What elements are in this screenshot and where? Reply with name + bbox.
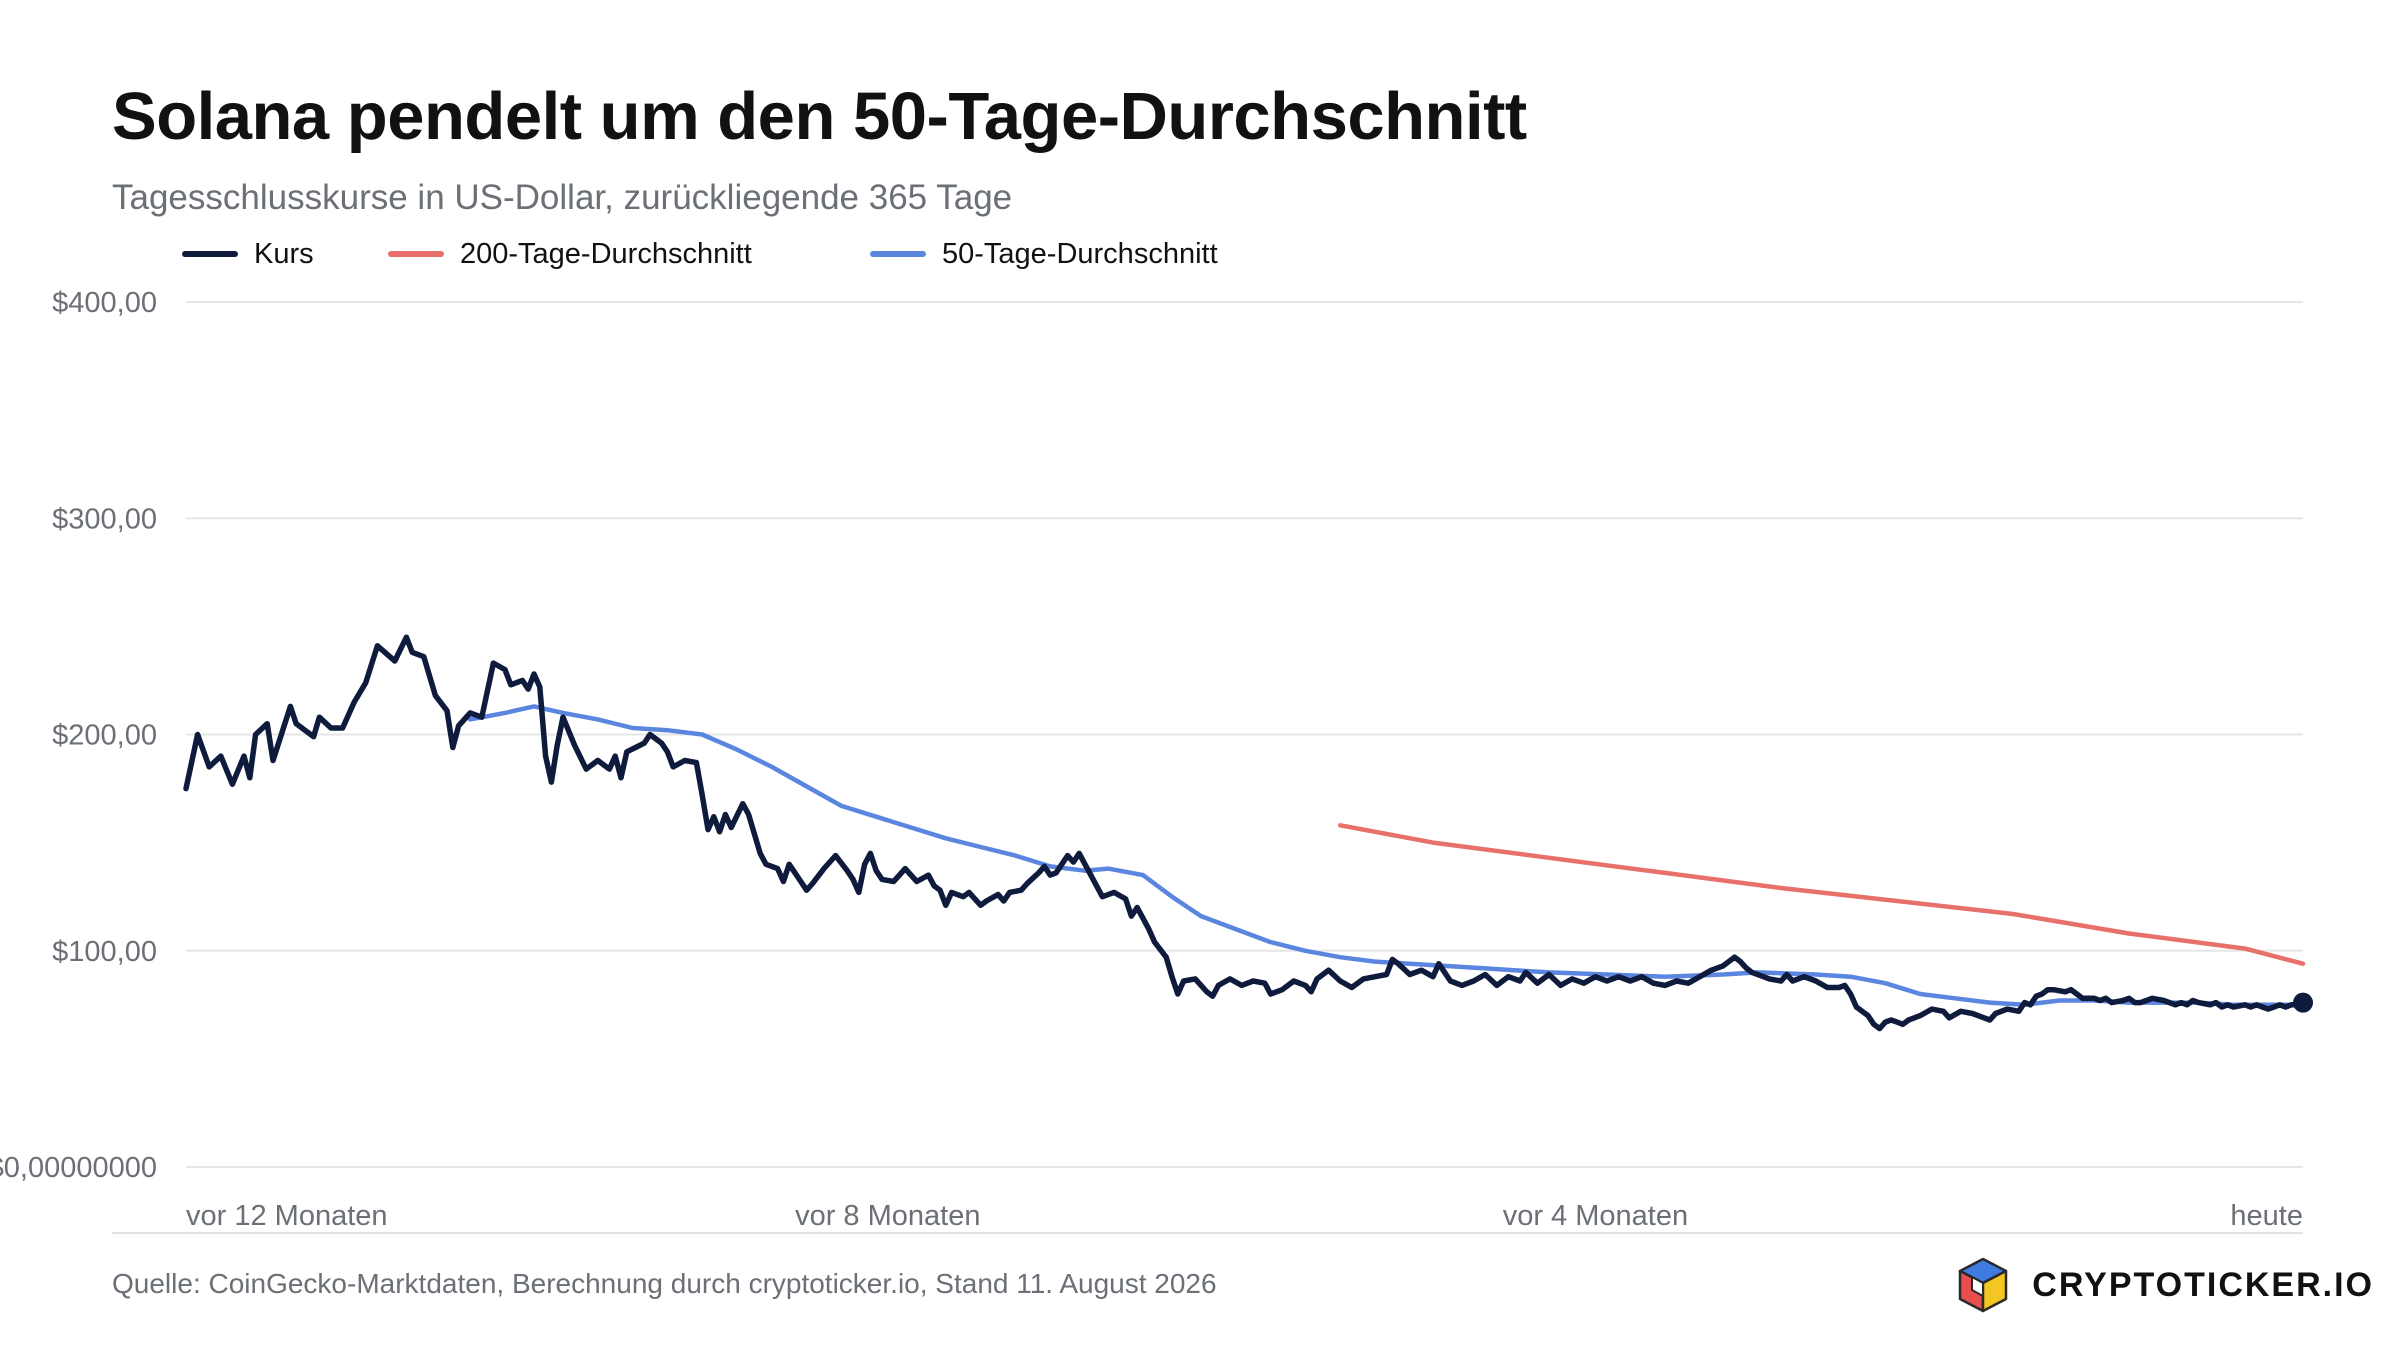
chart-title: Solana pendelt um den 50-Tage-Durchschni… xyxy=(112,79,1527,154)
x-tick-label-3: heute xyxy=(2230,1200,2303,1232)
legend-item-ma50: 50-Tage-Durchschnitt xyxy=(870,234,1218,274)
y-tick-label-4: $400,00 xyxy=(52,287,157,319)
cube-logo-icon xyxy=(1959,1257,2008,1313)
y-tick-label-0: $0,00000000 xyxy=(0,1152,157,1184)
y-tick-label-2: $200,00 xyxy=(52,720,157,752)
legend-swatch-ma200 xyxy=(388,251,444,257)
x-tick-label-1: vor 8 Monaten xyxy=(795,1200,980,1232)
x-tick-label-0: vor 12 Monaten xyxy=(186,1200,388,1232)
legend-label-ma200: 200-Tage-Durchschnitt xyxy=(460,237,752,270)
series-line-ma50 xyxy=(467,704,2306,1008)
chart-subtitle: Tagesschlusskurse in US-Dollar, zurückli… xyxy=(112,178,1013,217)
x-tick-label-2: vor 4 Monaten xyxy=(1503,1200,1688,1232)
source-note: Quelle: CoinGecko-Marktdaten, Berechnung… xyxy=(112,1268,1217,1299)
legend-item-kurs: Kurs xyxy=(182,234,314,274)
last-point-marker-kurs xyxy=(2293,992,2313,1013)
y-tick-label-1: $100,00 xyxy=(52,936,157,968)
series-line-ma200 xyxy=(1337,823,2306,966)
series-line-kurs xyxy=(183,634,2300,1032)
brand: CRYPTOTICKER.IO xyxy=(1954,1255,2374,1315)
legend-label-kurs: Kurs xyxy=(254,237,314,270)
y-tick-label-3: $300,00 xyxy=(52,503,157,535)
legend-label-ma50: 50-Tage-Durchschnitt xyxy=(942,237,1218,270)
legend-item-ma200: 200-Tage-Durchschnitt xyxy=(388,234,752,274)
legend-swatch-kurs xyxy=(182,251,238,257)
legend-swatch-ma50 xyxy=(870,251,926,257)
brand-name: CRYPTOTICKER.IO xyxy=(2032,1265,2374,1304)
